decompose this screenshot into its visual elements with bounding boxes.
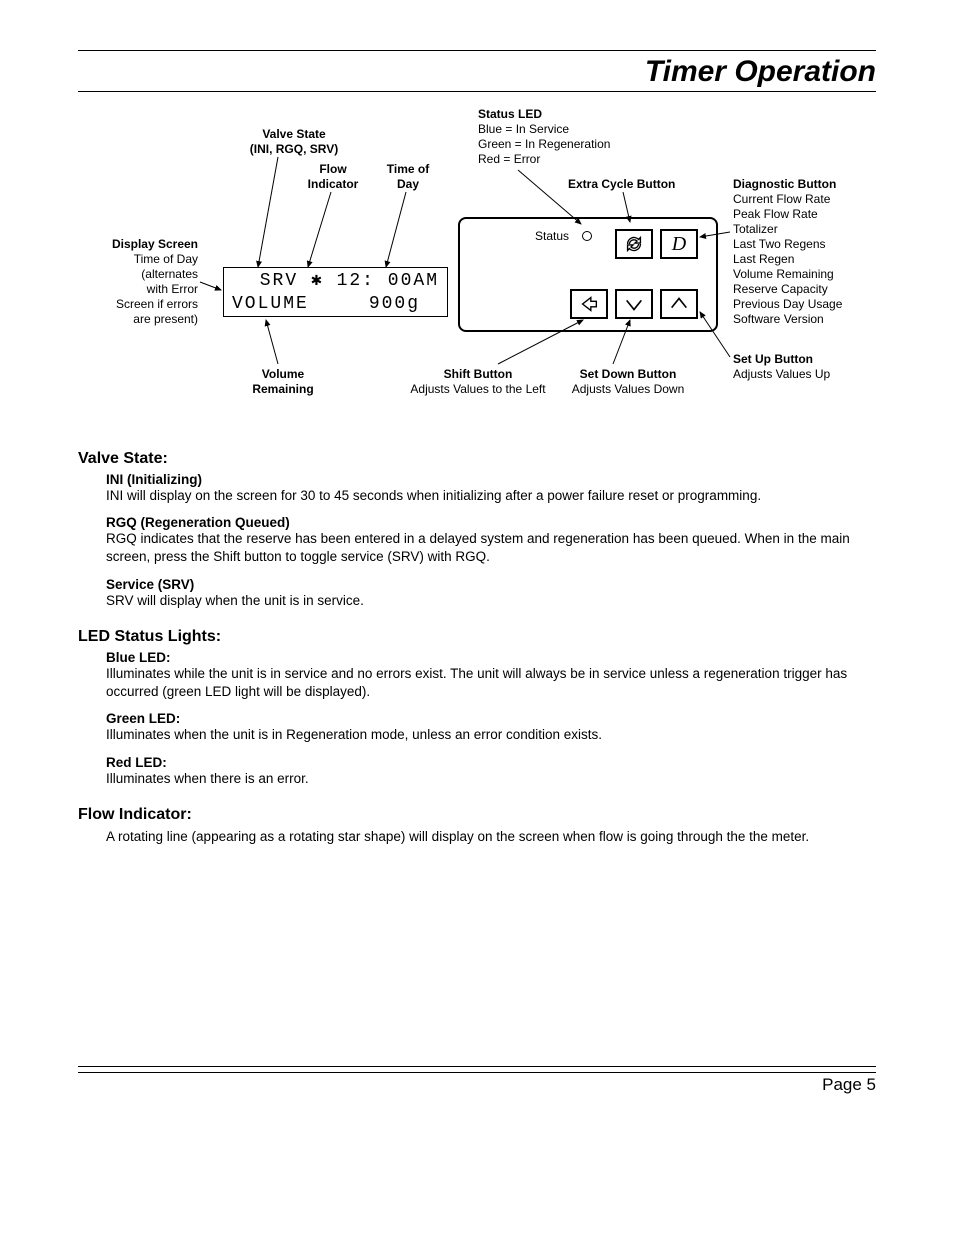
label: Extra Cycle Button xyxy=(568,177,675,192)
label: Diagnostic Button xyxy=(733,177,842,192)
callout-diagnostic: Diagnostic Button Current Flow Rate Peak… xyxy=(733,177,842,327)
body-text: Valve State: INI (Initializing) INI will… xyxy=(78,450,876,846)
label: Set Down Button xyxy=(558,367,698,382)
line: Current Flow Rate xyxy=(733,192,842,207)
line: Reserve Capacity xyxy=(733,282,842,297)
item-srv: Service (SRV) SRV will display when the … xyxy=(106,577,876,610)
line: are present) xyxy=(78,312,198,327)
extra-cycle-button[interactable] xyxy=(615,229,653,259)
label: Volume xyxy=(243,367,323,382)
control-panel: Status D xyxy=(458,217,718,332)
item-text: INI will display on the screen for 30 to… xyxy=(106,487,876,505)
line: (alternates xyxy=(78,267,198,282)
section-heading-led: LED Status Lights: xyxy=(78,628,876,646)
item-heading: INI (Initializing) xyxy=(106,472,876,487)
line: Peak Flow Rate xyxy=(733,207,842,222)
callout-status-led: Status LED Blue = In Service Green = In … xyxy=(478,107,610,167)
item-heading: Green LED: xyxy=(106,711,876,726)
line: Blue = In Service xyxy=(478,122,610,137)
screen-line1: SRV ✱ 12: 00AM xyxy=(232,270,439,293)
line: Screen if errors xyxy=(78,297,198,312)
diagnostic-button[interactable]: D xyxy=(660,229,698,259)
item-rgq: RGQ (Regeneration Queued) RGQ indicates … xyxy=(106,515,876,566)
line: Last Regen xyxy=(733,252,842,267)
item-heading: Service (SRV) xyxy=(106,577,876,592)
label-sub: (INI, RGQ, SRV) xyxy=(234,142,354,157)
callout-valve-state: Valve State (INI, RGQ, SRV) xyxy=(234,127,354,157)
callout-set-down: Set Down Button Adjusts Values Down xyxy=(558,367,698,397)
label: Set Up Button xyxy=(733,352,830,367)
line: Previous Day Usage xyxy=(733,297,842,312)
screen-line2: VOLUME 900g xyxy=(232,293,439,316)
item-text: Illuminates while the unit is in service… xyxy=(106,665,876,701)
shift-button[interactable] xyxy=(570,289,608,319)
item-text: Illuminates when the unit is in Regenera… xyxy=(106,726,876,744)
item-flow: A rotating line (appearing as a rotating… xyxy=(106,828,876,846)
item-green-led: Green LED: Illuminates when the unit is … xyxy=(106,711,876,744)
label: Status LED xyxy=(478,107,610,122)
line: Red = Error xyxy=(478,152,610,167)
item-text: A rotating line (appearing as a rotating… xyxy=(106,828,876,846)
footer: Page 5 xyxy=(78,1066,876,1095)
label-sub: Adjusts Values Up xyxy=(733,367,830,382)
label: Display Screen xyxy=(78,237,198,252)
label: Time of xyxy=(378,162,438,177)
item-heading: Blue LED: xyxy=(106,650,876,665)
item-blue-led: Blue LED: Illuminates while the unit is … xyxy=(106,650,876,701)
label: Valve State xyxy=(234,127,354,142)
section-heading-flow: Flow Indicator: xyxy=(78,806,876,824)
status-led-icon xyxy=(582,231,592,241)
diagram: Valve State (INI, RGQ, SRV) Flow Indicat… xyxy=(78,112,876,432)
line: Software Version xyxy=(733,312,842,327)
chevron-down-icon xyxy=(623,293,645,315)
screen-volume-value: 900g xyxy=(369,294,420,314)
line: Totalizer xyxy=(733,222,842,237)
callout-display-screen: Display Screen Time of Day (alternates w… xyxy=(78,237,198,327)
item-text: SRV will display when the unit is in ser… xyxy=(106,592,876,610)
item-ini: INI (Initializing) INI will display on t… xyxy=(106,472,876,505)
callout-extra-cycle: Extra Cycle Button xyxy=(568,177,675,192)
status-label: Status xyxy=(535,229,569,243)
item-red-led: Red LED: Illuminates when there is an er… xyxy=(106,755,876,788)
line: with Error xyxy=(78,282,198,297)
item-text: RGQ indicates that the reserve has been … xyxy=(106,530,876,566)
callout-shift: Shift Button Adjusts Values to the Left xyxy=(398,367,558,397)
item-heading: Red LED: xyxy=(106,755,876,770)
section-heading-valve-state: Valve State: xyxy=(78,450,876,468)
label-sub: Adjusts Values Down xyxy=(558,382,698,397)
line: Volume Remaining xyxy=(733,267,842,282)
label-sub: Remaining xyxy=(243,382,323,397)
item-text: Illuminates when there is an error. xyxy=(106,770,876,788)
item-heading: RGQ (Regeneration Queued) xyxy=(106,515,876,530)
callout-flow-indicator: Flow Indicator xyxy=(298,162,368,192)
set-up-button[interactable] xyxy=(660,289,698,319)
line: Green = In Regeneration xyxy=(478,137,610,152)
callout-volume-remaining: Volume Remaining xyxy=(243,367,323,397)
label-sub: Indicator xyxy=(298,177,368,192)
callout-time-of-day: Time of Day xyxy=(378,162,438,192)
label: Shift Button xyxy=(398,367,558,382)
callout-set-up: Set Up Button Adjusts Values Up xyxy=(733,352,830,382)
label: Flow xyxy=(298,162,368,177)
label-sub: Day xyxy=(378,177,438,192)
set-down-button[interactable] xyxy=(615,289,653,319)
chevron-up-icon xyxy=(668,293,690,315)
line: Time of Day xyxy=(78,252,198,267)
screen-volume-label: VOLUME xyxy=(232,294,309,314)
page-number: Page 5 xyxy=(78,1072,876,1095)
line: Last Two Regens xyxy=(733,237,842,252)
page-title: Timer Operation xyxy=(78,55,876,92)
cycle-icon xyxy=(623,233,645,255)
arrow-left-icon xyxy=(578,293,600,315)
label-sub: Adjusts Values to the Left xyxy=(398,382,558,397)
lcd-screen: SRV ✱ 12: 00AM VOLUME 900g xyxy=(223,267,448,317)
top-rule xyxy=(78,50,876,51)
